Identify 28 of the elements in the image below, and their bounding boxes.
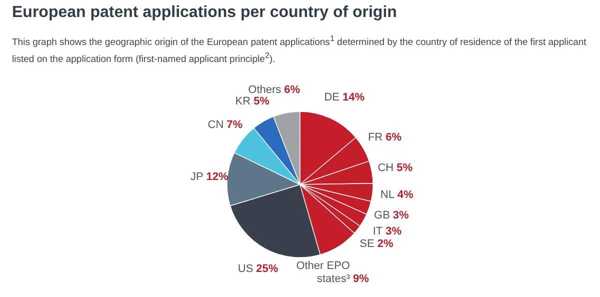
- data-label: 6%: [284, 84, 300, 96]
- slice-label: CH: [378, 162, 394, 174]
- data-label: 3%: [386, 226, 402, 238]
- data-label: 14%: [342, 91, 365, 104]
- data-label: 7%: [226, 118, 243, 131]
- slice-label: Other EPO states³: [296, 260, 350, 285]
- slice-label: US: [238, 262, 254, 275]
- data-label: 12%: [206, 171, 229, 184]
- slice-label: SE: [360, 238, 374, 250]
- data-label: 9%: [352, 272, 370, 285]
- slice-label: JP: [190, 171, 204, 184]
- data-label: 2%: [377, 238, 394, 250]
- data-label: 25%: [256, 262, 278, 275]
- chart-title: European patent applications per country of origin: [12, 4, 397, 22]
- data-label: 6%: [386, 131, 402, 144]
- slice-label: Others: [248, 84, 282, 96]
- data-label: 5%: [254, 96, 270, 108]
- slice-label: DE: [324, 91, 340, 104]
- text: This graph shows the geographic origin of the European patent applications$^{1}$ determined by the country of residence of the first applicant listed on the application form (first-named applicant principle$^{2}$).: [12, 34, 586, 65]
- data-label: 3%: [392, 209, 410, 222]
- slice-label: CN: [208, 118, 224, 131]
- slice-label: GB: [374, 209, 390, 222]
- slice-label: NL: [380, 188, 394, 201]
- data-label: 4%: [397, 188, 414, 201]
- data-label: 5%: [396, 162, 413, 174]
- slice-label: IT: [372, 226, 383, 238]
- slice-label: KR: [235, 96, 251, 108]
- slice-label: FR: [368, 131, 383, 144]
